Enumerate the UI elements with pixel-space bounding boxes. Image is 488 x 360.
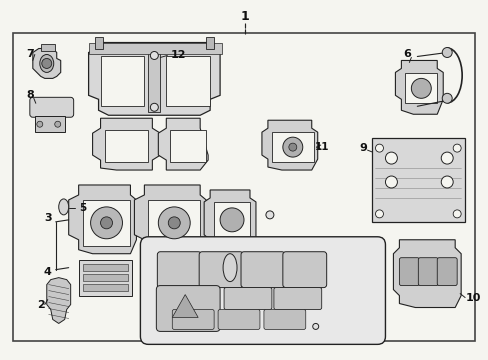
- Bar: [82, 264, 128, 271]
- Circle shape: [441, 48, 451, 58]
- Circle shape: [385, 176, 397, 188]
- FancyBboxPatch shape: [218, 310, 260, 329]
- Circle shape: [385, 152, 397, 164]
- Circle shape: [288, 143, 296, 151]
- Text: 10: 10: [465, 293, 480, 302]
- Circle shape: [158, 207, 190, 239]
- Bar: [88, 42, 222, 54]
- Bar: [271, 132, 313, 162]
- Bar: [35, 116, 64, 132]
- Ellipse shape: [59, 199, 68, 215]
- FancyBboxPatch shape: [417, 258, 437, 285]
- Bar: [82, 200, 130, 246]
- Circle shape: [168, 217, 180, 229]
- Circle shape: [265, 211, 273, 219]
- Circle shape: [101, 217, 112, 229]
- FancyBboxPatch shape: [157, 252, 201, 288]
- FancyBboxPatch shape: [282, 252, 326, 288]
- FancyBboxPatch shape: [399, 258, 419, 285]
- Circle shape: [90, 207, 122, 239]
- Polygon shape: [395, 60, 442, 114]
- Bar: [260, 250, 315, 292]
- Polygon shape: [68, 185, 136, 254]
- Polygon shape: [33, 49, 61, 78]
- Circle shape: [37, 121, 42, 127]
- Polygon shape: [172, 294, 198, 318]
- Bar: [82, 284, 128, 291]
- Text: 2: 2: [37, 300, 44, 310]
- FancyBboxPatch shape: [156, 285, 220, 332]
- Text: 5: 5: [79, 203, 86, 213]
- Polygon shape: [393, 240, 460, 307]
- Bar: [94, 37, 102, 49]
- Polygon shape: [92, 118, 160, 170]
- Circle shape: [452, 210, 460, 218]
- Circle shape: [220, 208, 244, 232]
- Bar: [166, 57, 210, 106]
- Bar: [289, 253, 311, 271]
- Text: 1: 1: [240, 10, 249, 23]
- Text: 8: 8: [26, 90, 34, 100]
- Text: 7: 7: [26, 49, 34, 59]
- Circle shape: [452, 144, 460, 152]
- Text: 12: 12: [170, 50, 185, 60]
- FancyBboxPatch shape: [264, 310, 305, 329]
- Bar: [79, 260, 132, 296]
- Circle shape: [41, 58, 52, 68]
- Polygon shape: [158, 118, 208, 170]
- Bar: [264, 253, 285, 271]
- Polygon shape: [203, 190, 255, 252]
- Polygon shape: [88, 42, 220, 115]
- FancyBboxPatch shape: [30, 97, 74, 117]
- Circle shape: [440, 176, 452, 188]
- Circle shape: [150, 103, 158, 111]
- FancyBboxPatch shape: [273, 288, 321, 310]
- Ellipse shape: [40, 54, 54, 72]
- Circle shape: [375, 144, 383, 152]
- Text: 6: 6: [403, 49, 410, 59]
- Circle shape: [150, 51, 158, 59]
- Bar: [13, 32, 474, 341]
- FancyBboxPatch shape: [241, 252, 285, 288]
- Bar: [405, 73, 436, 103]
- FancyBboxPatch shape: [140, 237, 385, 345]
- Bar: [214, 202, 249, 238]
- Bar: [371, 138, 464, 222]
- Circle shape: [312, 323, 318, 329]
- Bar: [41, 44, 55, 51]
- FancyBboxPatch shape: [224, 288, 271, 310]
- Polygon shape: [262, 120, 317, 170]
- Circle shape: [55, 121, 61, 127]
- Bar: [104, 130, 148, 162]
- Bar: [148, 53, 160, 112]
- Bar: [82, 274, 128, 280]
- Circle shape: [282, 137, 302, 157]
- FancyBboxPatch shape: [172, 310, 214, 329]
- Circle shape: [440, 152, 452, 164]
- Ellipse shape: [223, 254, 237, 282]
- Circle shape: [410, 78, 430, 98]
- Text: 9: 9: [359, 143, 366, 153]
- Text: 3: 3: [44, 213, 51, 223]
- Polygon shape: [47, 278, 71, 323]
- Polygon shape: [134, 185, 206, 254]
- Text: 4: 4: [44, 267, 52, 276]
- Circle shape: [441, 93, 451, 103]
- FancyBboxPatch shape: [436, 258, 456, 285]
- Bar: [101, 57, 144, 106]
- Bar: [206, 37, 214, 49]
- Bar: [170, 130, 206, 162]
- FancyBboxPatch shape: [199, 252, 243, 288]
- Text: 11: 11: [314, 142, 328, 152]
- Circle shape: [375, 210, 383, 218]
- Bar: [148, 200, 200, 246]
